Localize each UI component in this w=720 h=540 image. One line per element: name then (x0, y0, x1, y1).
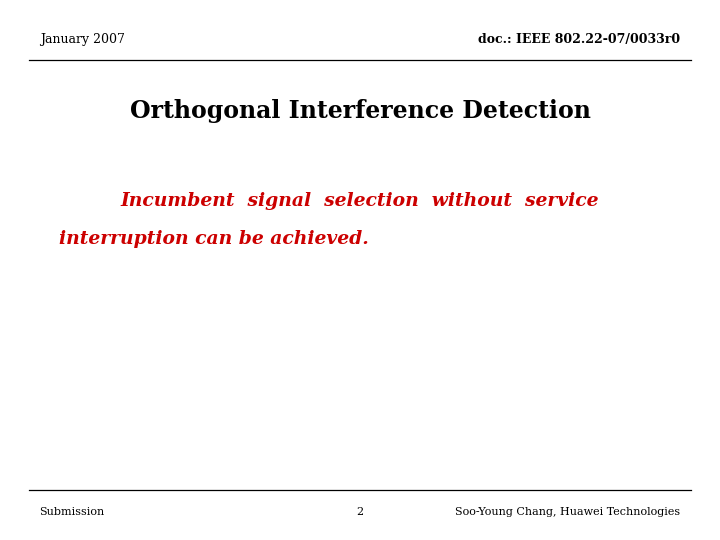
Text: interruption can be achieved.: interruption can be achieved. (59, 230, 369, 248)
Text: Soo-Young Chang, Huawei Technologies: Soo-Young Chang, Huawei Technologies (455, 507, 680, 517)
Text: doc.: IEEE 802.22-07/0033r0: doc.: IEEE 802.22-07/0033r0 (478, 33, 680, 46)
Text: 2: 2 (356, 507, 364, 517)
Text: Orthogonal Interference Detection: Orthogonal Interference Detection (130, 99, 590, 123)
Text: Incumbent  signal  selection  without  service: Incumbent signal selection without servi… (121, 192, 599, 211)
Text: Submission: Submission (40, 507, 105, 517)
Text: January 2007: January 2007 (40, 33, 125, 46)
